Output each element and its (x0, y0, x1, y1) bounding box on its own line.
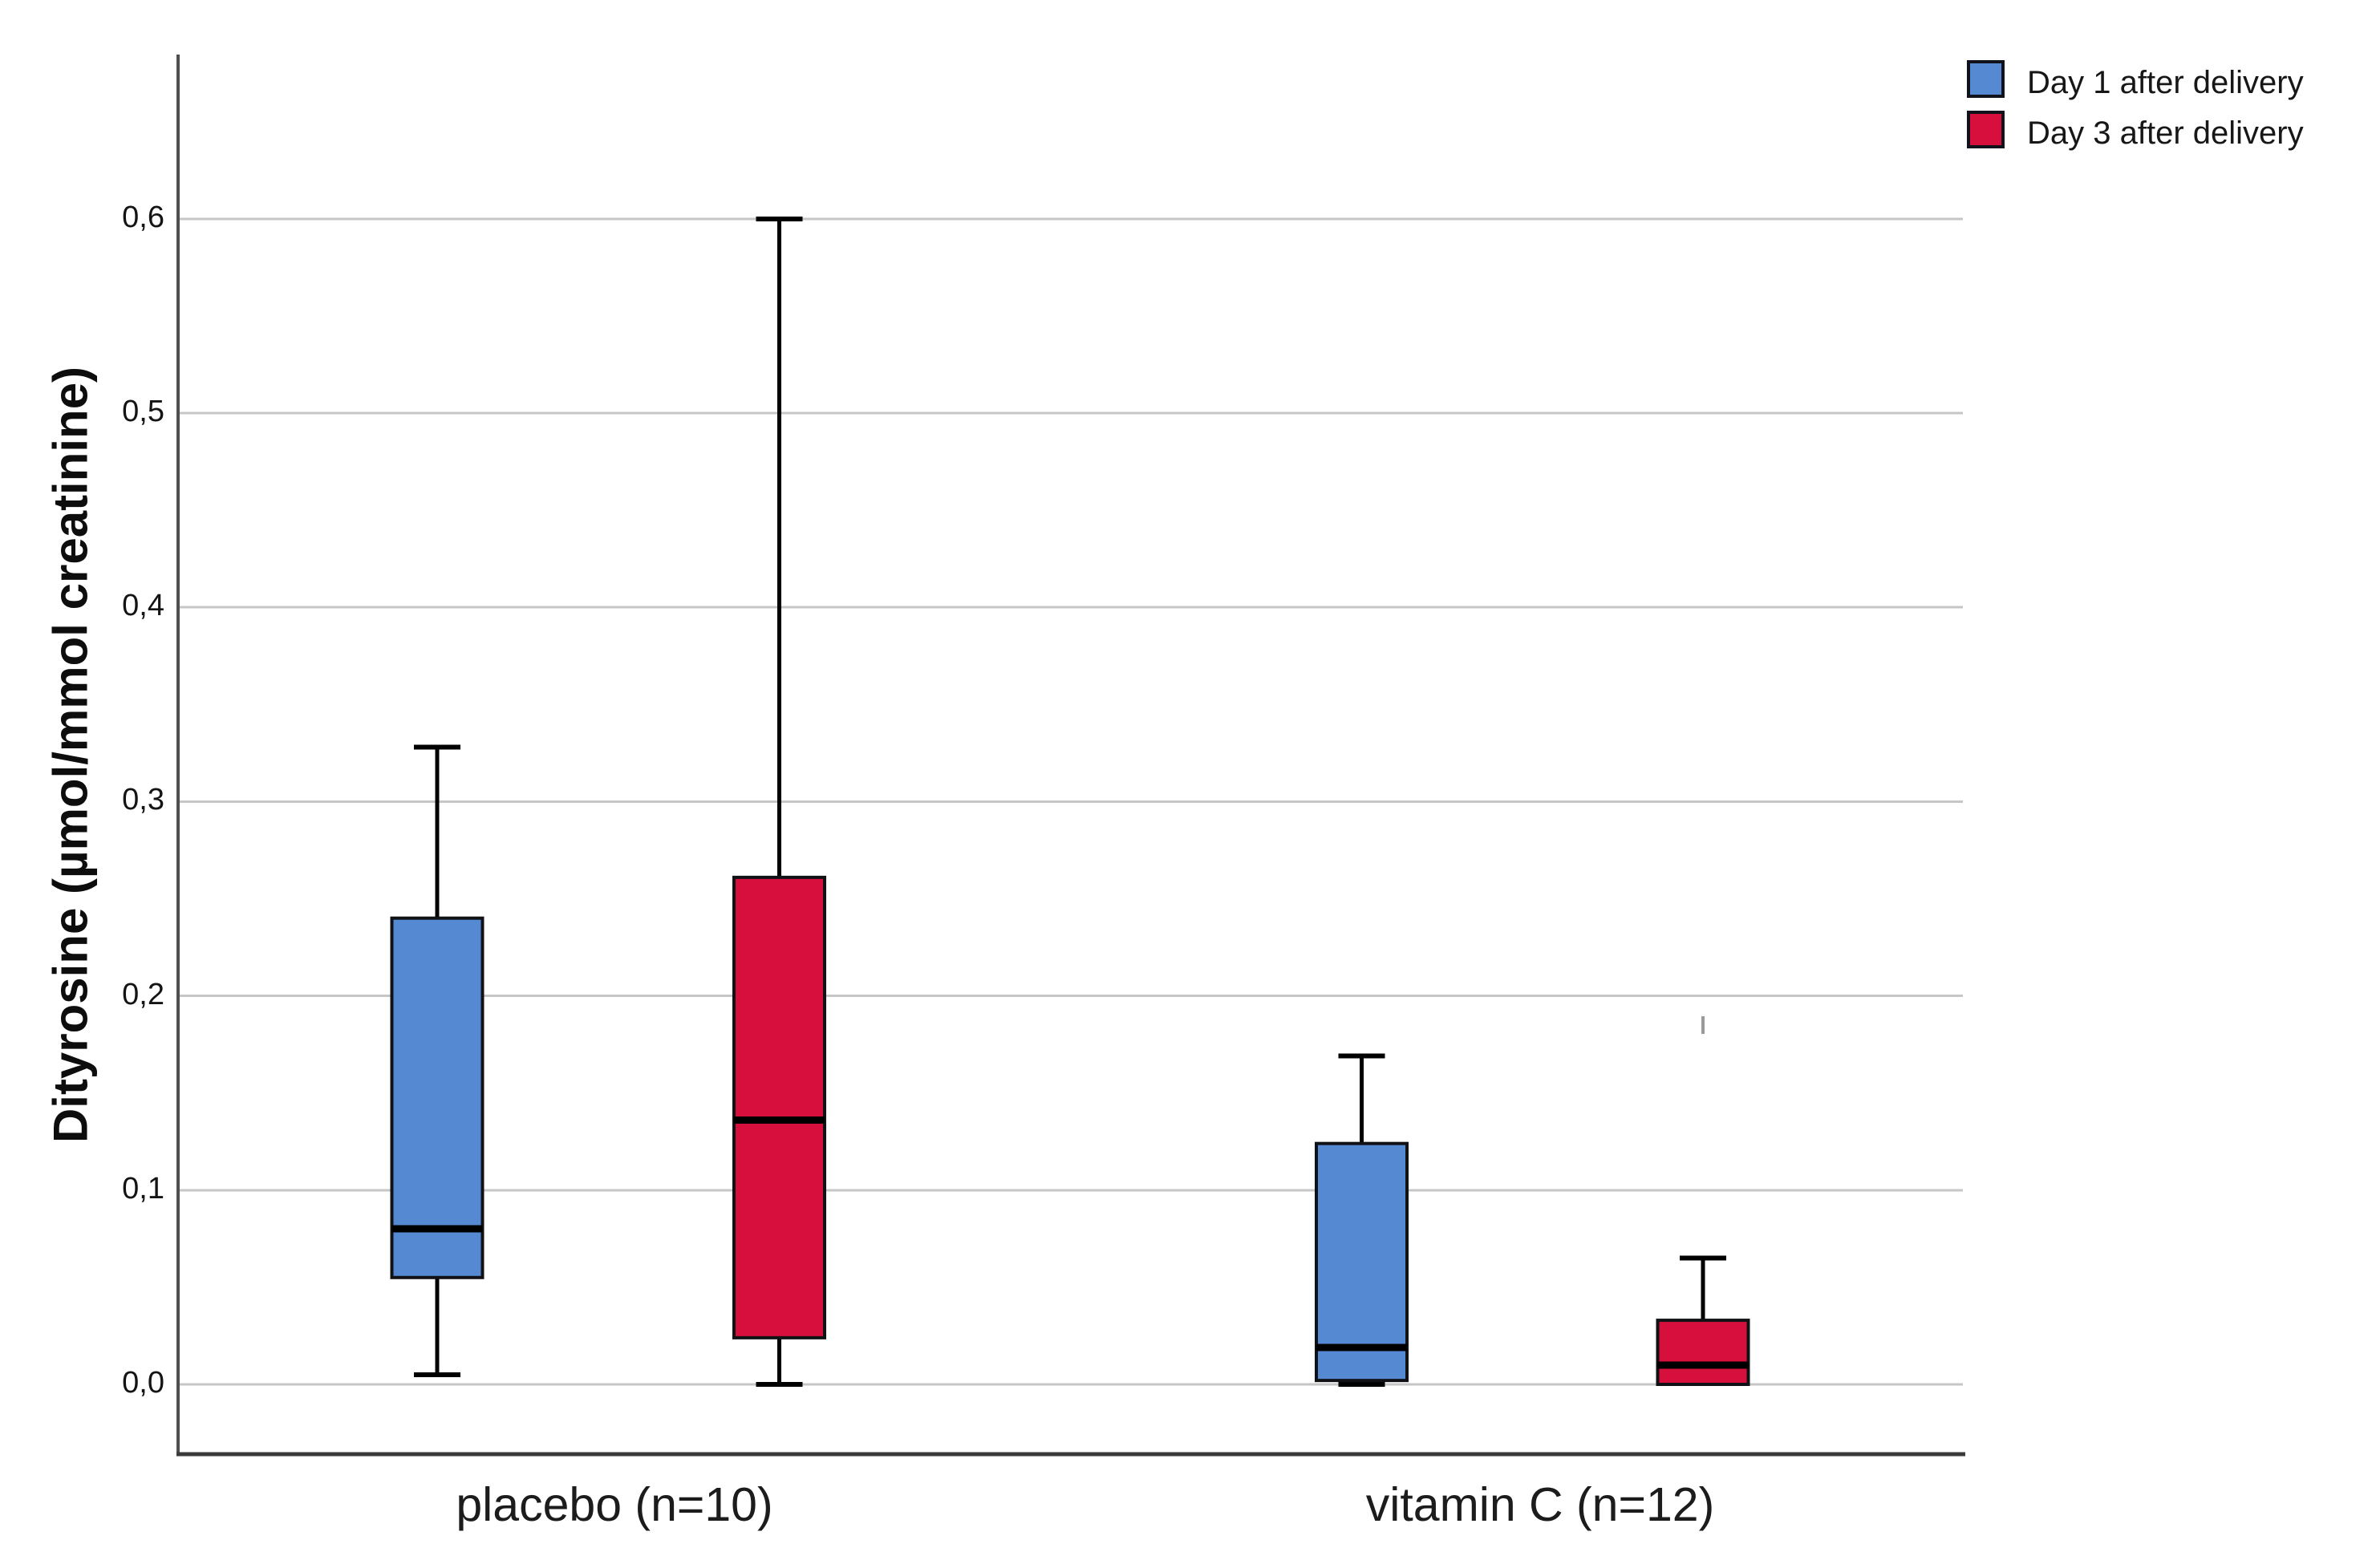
legend-swatch-day1 (1967, 59, 2005, 98)
x-category-label-placebo: placebo (n=10) (456, 1478, 773, 1531)
legend-label-day3: Day 3 after delivery (2027, 115, 2304, 151)
box-vitamin-c-day1 (1315, 1141, 1409, 1383)
legend-label-day1: Day 1 after delivery (2027, 64, 2304, 100)
y-tick-label: 0,6 (122, 200, 164, 234)
y-tick-label: 0,2 (122, 977, 164, 1011)
box-placebo-day3 (732, 875, 826, 1339)
legend-swatch-day3 (1967, 110, 2005, 148)
y-axis-title: Dityrosine (µmol/mmol creatinine) (43, 366, 98, 1144)
y-tick-label: 0,5 (122, 394, 164, 428)
legend-item-day3: Day 3 after delivery (1967, 110, 2304, 151)
y-tick-label: 0,4 (122, 588, 164, 622)
legend-item-day1: Day 1 after delivery (1967, 59, 2304, 100)
y-tick-label: 0,1 (122, 1171, 164, 1206)
x-category-label-vitamin-c: vitamin C (n=12) (1365, 1478, 1715, 1531)
box-vitamin-c-day3 (1656, 1319, 1750, 1386)
y-tick-label: 0,0 (122, 1365, 164, 1400)
stray-artifact-mark (1701, 1016, 1705, 1034)
y-tick-label: 0,3 (122, 783, 164, 817)
legend: Day 1 after delivery Day 3 after deliver… (1967, 59, 2304, 160)
box-placebo-day1 (390, 916, 485, 1279)
